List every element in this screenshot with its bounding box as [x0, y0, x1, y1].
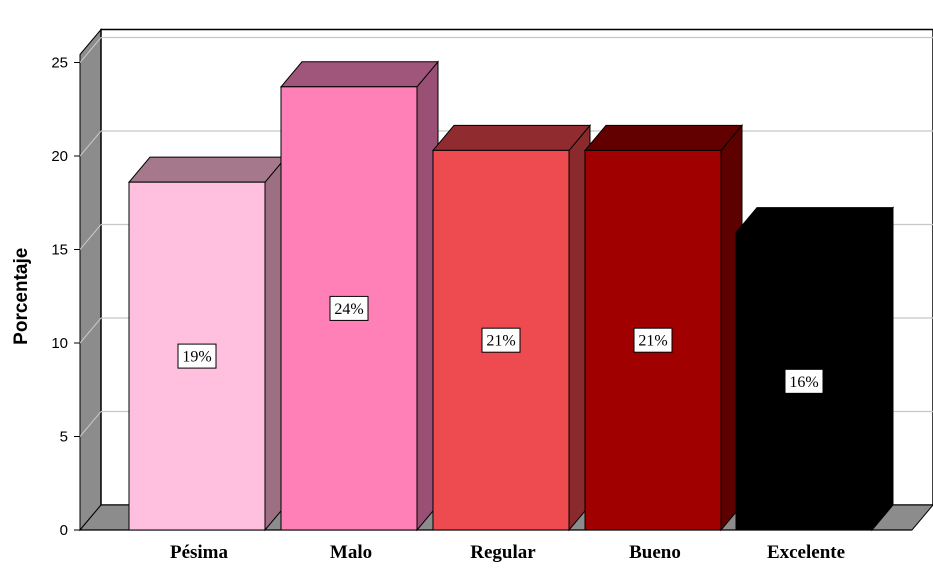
y-tick-label: 0 [60, 522, 68, 539]
bar: 21% [583, 124, 744, 532]
data-label-box [329, 295, 369, 321]
x-tick-label: Bueno [629, 542, 681, 563]
data-label-text: 21% [638, 333, 667, 350]
x-tick-label: Pésima [170, 542, 229, 563]
bar: 24% [279, 60, 440, 532]
bar-side [871, 206, 894, 532]
bar-front [280, 86, 418, 531]
grid-line-side [79, 411, 102, 437]
data-label: 24% [329, 295, 369, 321]
y-tick-label: 20 [51, 148, 68, 165]
grid-line-side [79, 37, 102, 63]
bar-top [734, 207, 895, 234]
bar-top [127, 156, 288, 183]
bar: 19% [127, 155, 288, 532]
y-axis-label: Porcentaje [11, 248, 32, 345]
grid-line-side [79, 224, 102, 250]
data-label: 21% [481, 327, 521, 353]
y-tick-label: 25 [51, 55, 68, 72]
data-label: 21% [633, 327, 673, 353]
bar-top [279, 61, 440, 88]
y-axis-ticks: 0 5 10 15 20 25 [51, 55, 80, 539]
y-tick-label: 15 [51, 242, 68, 259]
y-tick-label: 10 [51, 335, 68, 352]
data-label-box [177, 343, 217, 369]
data-label-box [633, 327, 673, 353]
data-label: 16% [784, 368, 824, 394]
data-label-box [481, 327, 521, 353]
left-wall [79, 28, 102, 532]
grid-line-side [79, 317, 102, 344]
grid-line-side [79, 130, 102, 157]
x-tick-label: Regular [470, 542, 536, 563]
x-axis-ticks: Pésima Malo Regular Bueno Excelente [170, 542, 845, 563]
bars: 19% 24% 21% 21% 16% [127, 60, 895, 532]
bar: 16% [734, 206, 895, 532]
bar-top [583, 124, 744, 151]
x-tick-label: Excelente [767, 542, 845, 563]
data-label-text: 19% [182, 349, 211, 366]
x-tick-label: Malo [330, 542, 372, 563]
bar-top [431, 124, 592, 151]
data-label: 19% [177, 343, 217, 369]
data-label-box [784, 368, 824, 394]
data-label-text: 24% [334, 301, 363, 318]
data-label-text: 16% [789, 374, 818, 391]
bar: 21% [431, 124, 592, 532]
y-tick-label: 5 [60, 429, 68, 446]
data-label-text: 21% [486, 333, 515, 350]
